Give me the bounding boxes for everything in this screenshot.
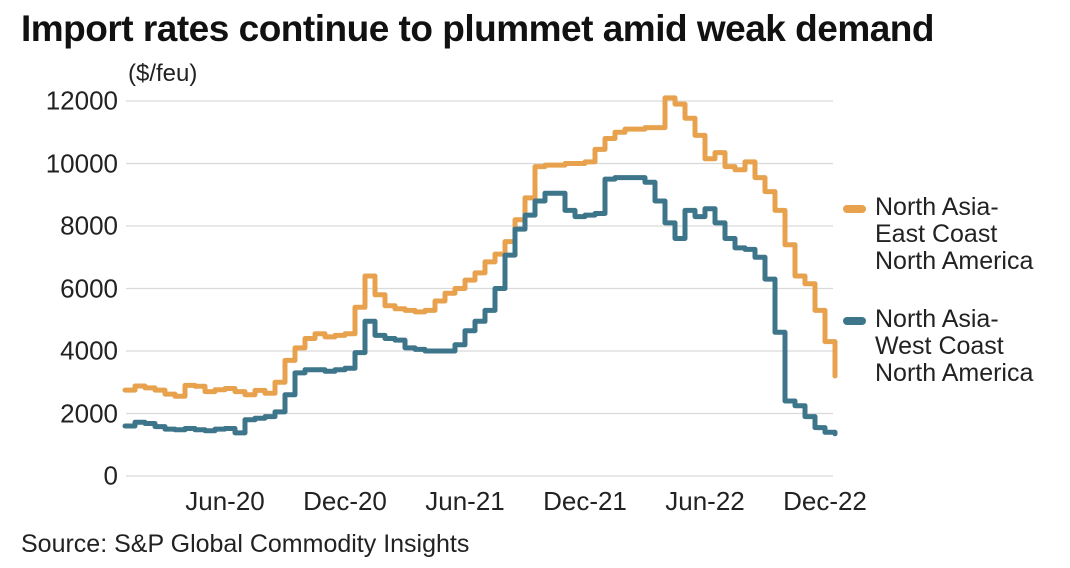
x-tick-label: Jun-20 [185,486,265,516]
y-tick-label: 10000 [45,148,118,178]
x-tick-label: Jun-22 [665,486,745,516]
y-tick-label: 2000 [60,398,118,428]
series-line-west-coast [122,175,838,437]
y-tick-label: 0 [103,460,118,491]
y-tick-label: 4000 [60,335,118,366]
y-tick-label: 8000 [60,210,118,241]
source-note: Source: S&P Global Commodity Insights [21,530,470,558]
legend-swatch-icon [843,205,866,213]
y-tick-label: 12000 [45,85,118,116]
legend-item-east-coast: North Asia- East Coast North America [843,194,1033,275]
x-tick-label: Dec-22 [783,486,867,516]
y-axis-units-label: ($/feu) [128,60,198,87]
x-tick-label: Dec-21 [543,486,627,516]
page-title: Import rates continue to plummet amid we… [21,8,935,49]
y-tick-label: 6000 [60,273,118,303]
x-tick-label: Jun-21 [425,486,505,516]
legend-label: North Asia- West Coast North America [875,305,1034,387]
x-tick-label: Dec-20 [303,486,387,516]
legend-item-west-coast: North Asia- West Coast North America [843,306,1033,387]
legend-label: North Asia- East Coast North America [875,193,1034,275]
series-line-east-coast [122,95,838,399]
legend-swatch-icon [843,317,866,325]
